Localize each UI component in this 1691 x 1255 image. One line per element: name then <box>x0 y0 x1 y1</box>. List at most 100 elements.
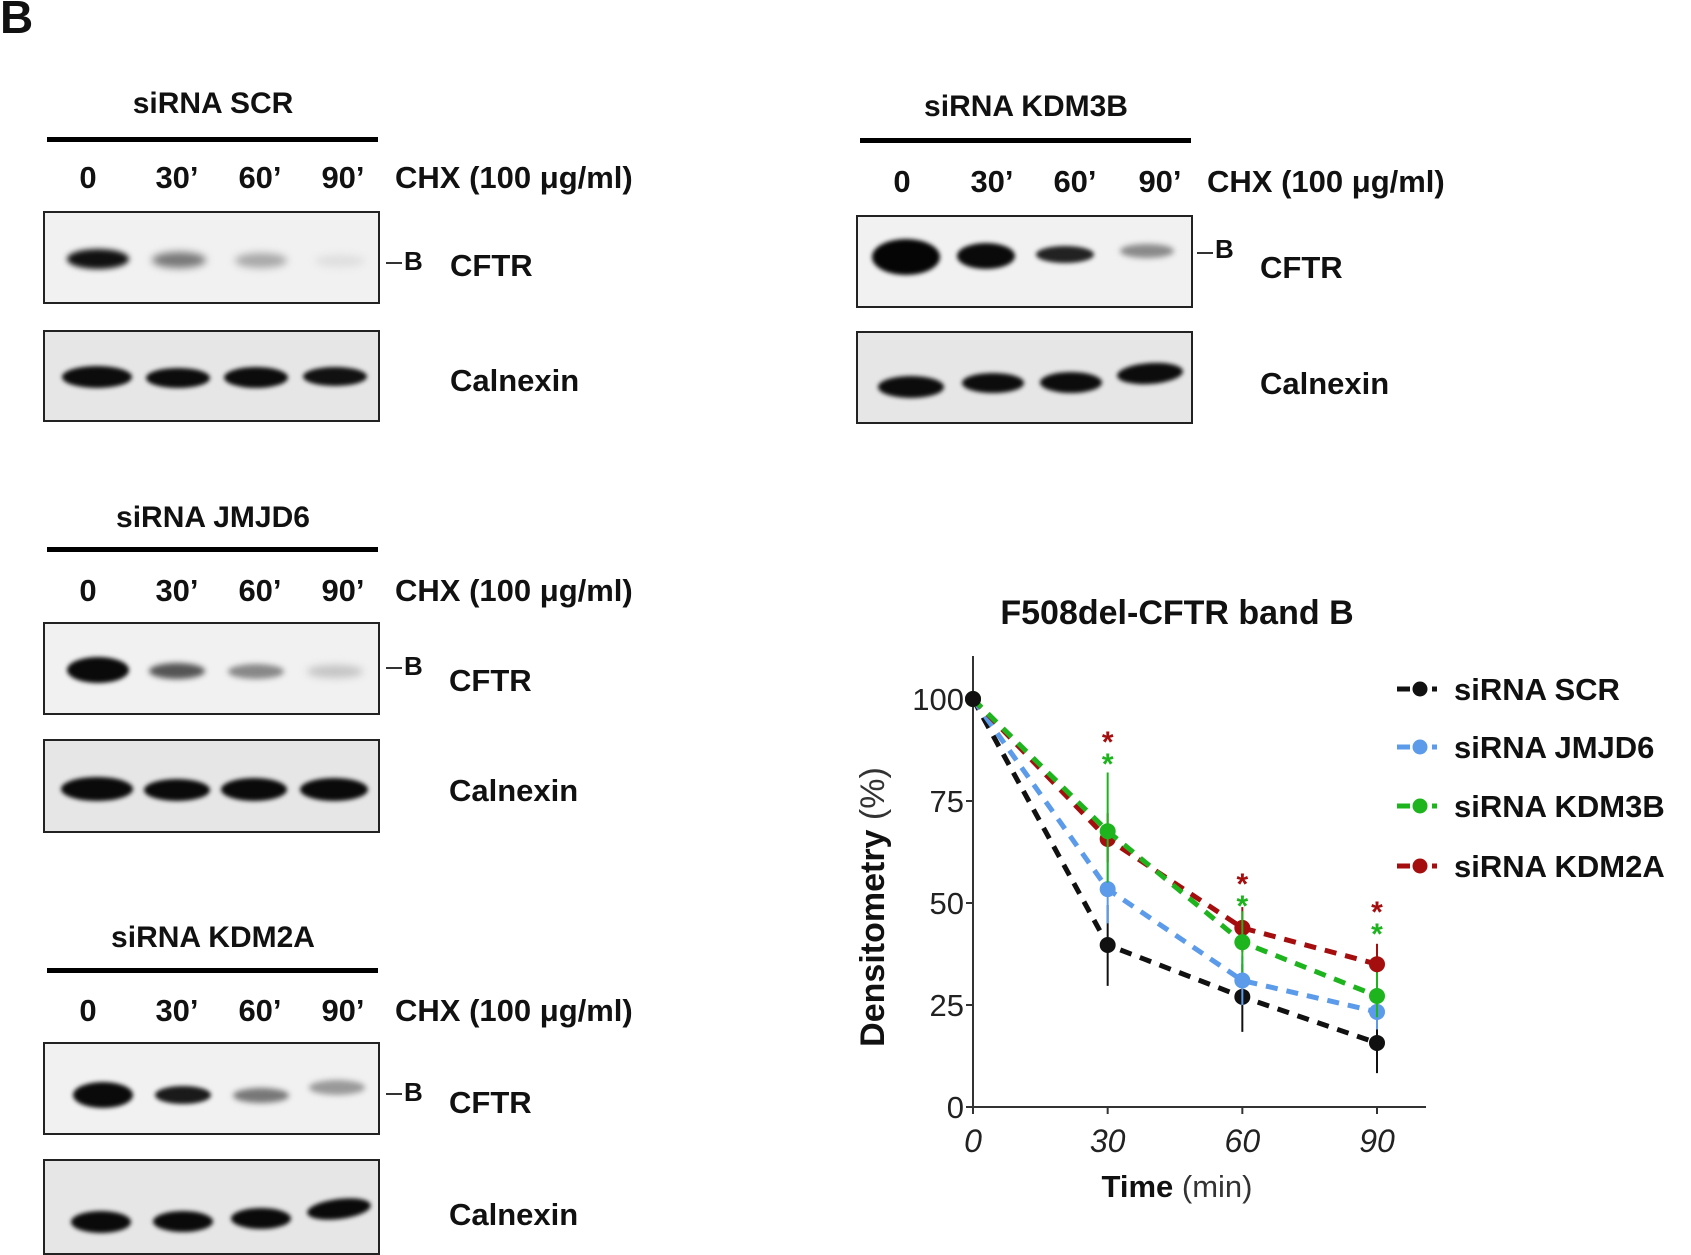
significance-star: * <box>1102 726 1114 759</box>
band <box>1036 246 1094 263</box>
legend-marker-icon <box>1412 798 1428 814</box>
calnexin-blot <box>43 330 380 422</box>
band <box>235 253 287 268</box>
data-point-origin <box>965 691 981 707</box>
band <box>300 778 368 801</box>
band <box>1040 372 1102 393</box>
band <box>233 1088 289 1103</box>
series-sirna-jmjd6 <box>965 691 1385 1030</box>
legend-item-sirna-kdm3b: siRNA KDM3B <box>1397 789 1665 824</box>
band <box>303 367 367 386</box>
legend-marker-icon <box>1412 681 1428 697</box>
calnexin-blot <box>43 1159 380 1255</box>
band-marker-tick <box>386 1093 402 1095</box>
band <box>231 1208 291 1229</box>
band <box>71 1211 131 1233</box>
legend-dot-icon <box>1432 863 1437 869</box>
y-tick-label: 0 <box>947 1090 964 1125</box>
cftr-blot <box>43 622 380 715</box>
series-line <box>971 697 1378 999</box>
band-marker: B <box>404 1077 423 1107</box>
data-point <box>1234 934 1251 951</box>
series-sirna-kdm2a <box>965 691 1385 985</box>
calnexin-blot <box>43 739 380 833</box>
data-point <box>1234 972 1251 989</box>
protein-label-calnexin: Calnexin <box>1260 366 1390 401</box>
protein-label-calnexin: Calnexin <box>449 773 579 808</box>
lane-label: 60’ <box>238 573 282 608</box>
legend-dot-icon <box>1432 744 1437 750</box>
treatment-label: CHX (100 μg/ml) <box>395 573 633 608</box>
band <box>957 243 1015 269</box>
band <box>62 366 132 388</box>
band <box>872 239 940 275</box>
chart-legend: siRNA SCR siRNA JMJD6 siRNA KDM3B siRNA KDM… <box>1397 672 1665 884</box>
blot-title: siRNA KDM3B <box>924 90 1128 123</box>
blot-title-bar <box>47 137 378 142</box>
cftr-blot <box>43 211 380 304</box>
protein-label-calnexin: Calnexin <box>449 1197 579 1232</box>
significance-star: * <box>1371 918 1383 951</box>
band <box>315 255 365 267</box>
band <box>307 665 363 678</box>
x-tick-label: 90 <box>1359 1123 1395 1159</box>
protein-label-cftr: CFTR <box>449 1085 532 1120</box>
blot-siRNA-KDM2A: siRNA KDM2A 0 30’ 60’ 90’ CHX (100 μg/ml… <box>0 831 760 1255</box>
band-marker-tick <box>386 262 402 264</box>
lane-label: 90’ <box>321 993 365 1028</box>
lane-label: 90’ <box>321 573 365 608</box>
y-axis-label: Densitometry (%) <box>854 767 892 1047</box>
blot-title: siRNA SCR <box>132 87 294 120</box>
lane-label: 60’ <box>238 160 282 195</box>
significance-star: * <box>1102 748 1114 781</box>
band <box>61 777 133 801</box>
lane-label: 0 <box>79 993 97 1028</box>
y-tick-label: 25 <box>930 988 964 1023</box>
legend-label: siRNA KDM2A <box>1454 849 1665 884</box>
band <box>155 1086 211 1104</box>
band-marker-tick <box>1197 252 1213 254</box>
legend-item-sirna-scr: siRNA SCR <box>1397 672 1620 707</box>
treatment-label: CHX (100 μg/ml) <box>395 993 633 1028</box>
legend-dot-icon <box>1432 803 1437 809</box>
blot-title: siRNA KDM2A <box>111 921 315 954</box>
protein-label-cftr: CFTR <box>1260 250 1343 285</box>
x-axis-label: Time (min) <box>1101 1169 1252 1204</box>
band-marker-tick <box>386 667 402 669</box>
band <box>73 1082 133 1108</box>
legend-label: siRNA KDM3B <box>1454 789 1665 824</box>
panel-letter: B <box>0 0 34 43</box>
band-marker: B <box>404 246 423 276</box>
lane-label: 90’ <box>321 160 365 195</box>
lane-label: 30’ <box>970 164 1014 199</box>
protein-label-calnexin: Calnexin <box>450 363 580 398</box>
band <box>221 778 287 801</box>
treatment-label: CHX (100 μg/ml) <box>395 160 633 195</box>
blot-siRNA-SCR: siRNA SCR 0 30’ 60’ 90’ CHX (100 μg/ml) … <box>0 0 760 422</box>
blot-title: siRNA JMJD6 <box>116 501 310 534</box>
chart-title: F508del-CFTR band B <box>1000 594 1353 632</box>
series-line <box>970 697 1378 1046</box>
band <box>144 779 210 801</box>
blot-title-bar <box>860 138 1191 143</box>
protein-label-cftr: CFTR <box>450 248 533 283</box>
significance-star: * <box>1236 890 1248 923</box>
lane-label: 30’ <box>155 573 199 608</box>
data-point <box>1099 823 1116 840</box>
lane-label: 30’ <box>155 993 199 1028</box>
lane-label: 60’ <box>1053 164 1097 199</box>
y-tick-label: 75 <box>930 784 964 819</box>
blot-siRNA-KDM3B: siRNA KDM3B 0 30’ 60’ 90’ CHX (100 μg/ml… <box>813 4 1573 424</box>
series-line <box>970 697 1378 1015</box>
lane-label: 0 <box>893 164 911 199</box>
band <box>152 252 206 268</box>
legend-marker-icon <box>1412 858 1428 874</box>
treatment-label: CHX (100 μg/ml) <box>1207 164 1445 199</box>
legend-dot-icon <box>1432 686 1437 692</box>
band <box>1120 244 1174 258</box>
x-tick-label: 30 <box>1090 1123 1126 1159</box>
blot-siRNA-JMJD6: siRNA JMJD6 0 30’ 60’ 90’ CHX (100 μg/ml… <box>0 411 760 833</box>
series-line <box>971 697 1378 967</box>
lane-label: 0 <box>79 573 97 608</box>
